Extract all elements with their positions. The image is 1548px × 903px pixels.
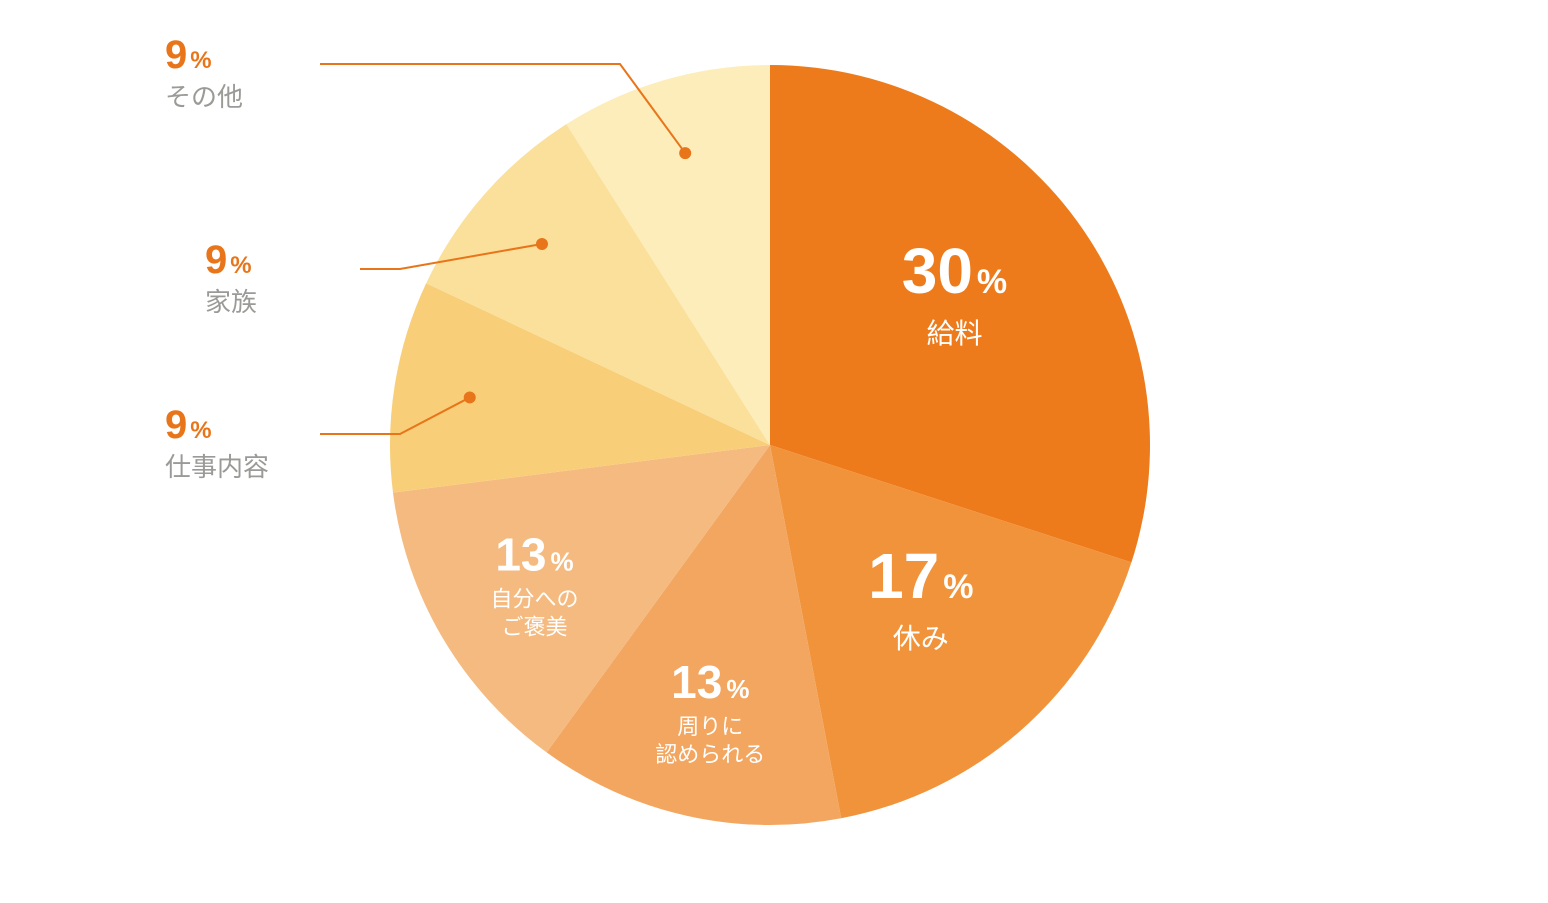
slice-label: 自分への — [490, 586, 578, 611]
slice-label: ご褒美 — [501, 614, 567, 639]
slice-value: 9% — [205, 238, 252, 282]
pie-slices — [390, 65, 1150, 825]
pie-chart: 30%給料17%休み13%周りに認められる13%自分へのご褒美9%仕事内容9%家… — [0, 0, 1548, 903]
slice-value: 9% — [165, 403, 212, 447]
slice-label: 給料 — [926, 318, 982, 349]
slice-value: 9% — [165, 33, 212, 77]
slice-label: 家族 — [205, 287, 257, 317]
slice-label: 休み — [893, 623, 949, 654]
slice-label: その他 — [165, 82, 243, 112]
slice-label: 仕事内容 — [165, 452, 269, 482]
slice-label: 周りに — [677, 714, 743, 739]
slice-label: 認められる — [655, 742, 765, 767]
